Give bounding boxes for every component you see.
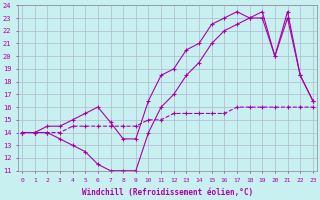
X-axis label: Windchill (Refroidissement éolien,°C): Windchill (Refroidissement éolien,°C) bbox=[82, 188, 253, 197]
